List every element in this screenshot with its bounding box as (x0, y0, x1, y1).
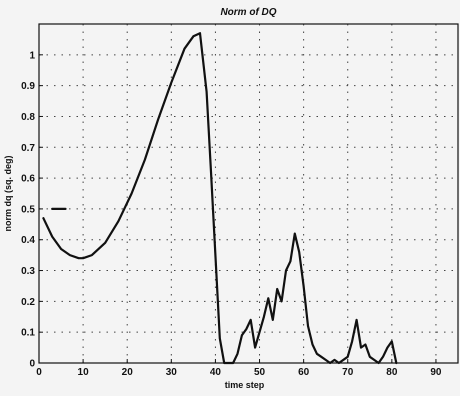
y-tick-label: 0.2 (21, 297, 35, 308)
chart-title: Norm of DQ (220, 7, 276, 18)
y-tick-label: 0 (29, 359, 35, 370)
y-tick-label: 0.6 (21, 174, 35, 185)
x-tick-label: 80 (386, 367, 398, 378)
x-tick-label: 50 (254, 367, 266, 378)
y-tick-label: 0.5 (21, 204, 35, 215)
x-tick-label: 70 (342, 367, 354, 378)
y-tick-label: 0.9 (21, 81, 35, 92)
y-tick-label: 0.4 (21, 235, 35, 246)
x-tick-label: 20 (122, 367, 134, 378)
axes-frame (38, 23, 459, 364)
y-tick-label: 1 (29, 50, 35, 61)
y-tick-label: 0.7 (21, 143, 35, 154)
x-tick-label: 30 (166, 367, 178, 378)
x-axis-label: time step (225, 380, 265, 390)
y-axis-label: norm dq (sq. deg) (3, 156, 13, 232)
x-tick-label: 10 (78, 367, 90, 378)
series-line (42, 32, 398, 365)
plot-area (39, 24, 458, 363)
x-tick-label: 40 (210, 367, 222, 378)
x-tick-label: 90 (430, 367, 442, 378)
x-tick-label: 60 (298, 367, 310, 378)
y-tick-label: 0.1 (21, 328, 35, 339)
y-tick-label: 0.3 (21, 266, 35, 277)
x-tick-label: 0 (36, 367, 42, 378)
y-tick-label: 0.8 (21, 112, 35, 123)
